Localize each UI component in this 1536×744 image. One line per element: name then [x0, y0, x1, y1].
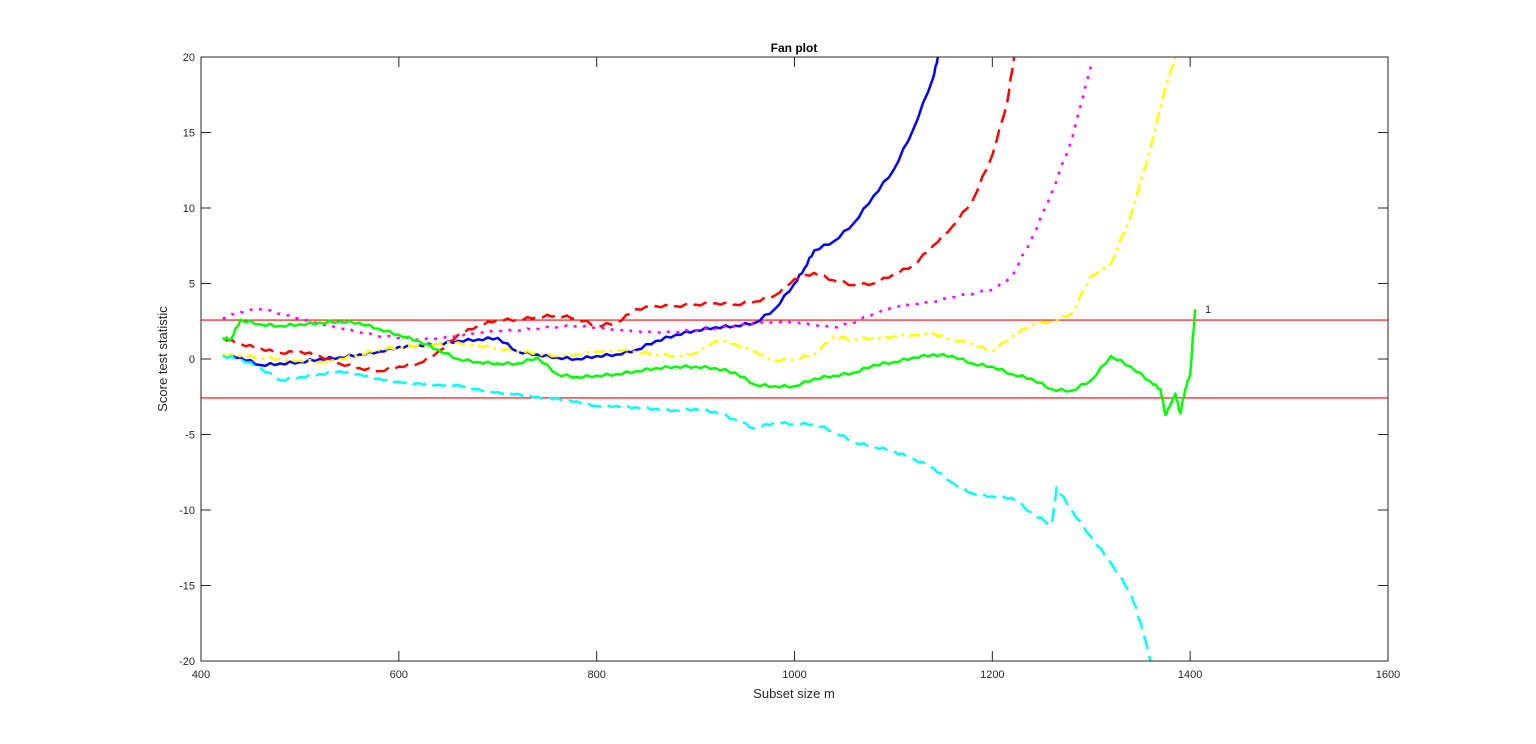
y-tick-label: 20 [183, 52, 195, 64]
x-tick-label: 1200 [980, 669, 1004, 681]
x-tick-label: 1000 [782, 669, 806, 681]
confidence-band-lines [201, 319, 1388, 399]
series-line-green-solid [222, 309, 1197, 417]
x-tick-label: 1400 [1178, 669, 1202, 681]
axis-ticks: 400 600 800 1000 1200 1400 1600 -20 -15 -10 -5 0 5 10… [179, 52, 1400, 681]
y-tick-label: -10 [179, 505, 195, 517]
y-tick-label: 15 [183, 128, 195, 140]
x-tick-label: 800 [587, 669, 605, 681]
chart-title: Fan plot [771, 41, 818, 55]
x-axis-label: Subset size m [753, 686, 835, 701]
series-line-red-dashed [222, 57, 1016, 373]
series-line-magenta-dotted [222, 64, 1093, 342]
series-line-cyan-dashed [222, 354, 1152, 661]
y-tick-label: 10 [183, 203, 195, 215]
y-tick-label: 5 [189, 279, 195, 291]
x-tick-label: 400 [192, 669, 210, 681]
series-layer [222, 57, 1197, 661]
y-axis-label: Score test statistic [155, 306, 170, 412]
unit-label-annotation: 1 [1205, 304, 1211, 316]
y-tick-label: -20 [179, 656, 195, 668]
annotations: 1 [1205, 304, 1211, 316]
y-tick-label: -15 [179, 581, 195, 593]
y-tick-label: -5 [185, 430, 195, 442]
x-tick-label: 600 [390, 669, 408, 681]
x-tick-label: 1600 [1376, 669, 1400, 681]
y-tick-label: 0 [189, 354, 195, 366]
